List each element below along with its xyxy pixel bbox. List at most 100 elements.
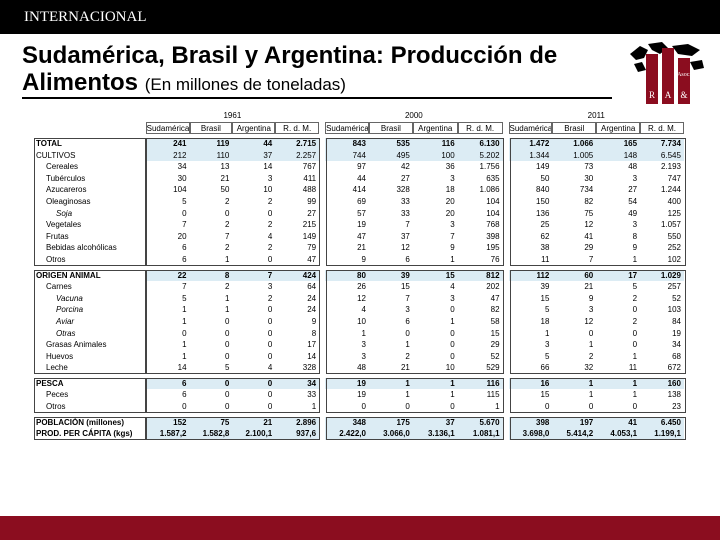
production-table: 1961 2000 2011 Sudamérica Brasil Argentina R. … [34,110,686,440]
row-label: Cereales [46,162,79,172]
top-bar-label: INTERNACIONAL [24,9,147,25]
table-cell: 25 [540,220,550,230]
logo-ampersand: & [680,90,687,100]
row-label: CULTIVOS [36,150,76,160]
row-label: Frutas [46,231,69,241]
table-section: PESCA 6 0 0 34 19 1 1 116 16 1 1 160 Peces 6 0 0 33 19 1 1 11… [34,377,684,413]
row-label: Otros [46,402,66,412]
table-cell: 252 [667,243,681,253]
table-cell: 36 [445,162,455,172]
table-cell: 21 [584,282,594,292]
table-cell: 37 [400,231,410,241]
table-cell: 104 [486,196,500,206]
table-cell: 27 [307,208,317,218]
table-section: ORIGEN ANIMAL 22 8 7 424 80 39 15 812 112 60 17 1.02… [34,269,684,374]
table-cell: 152 [145,416,190,429]
table-cell: 5.202 [457,149,503,162]
table-cell: 1 [405,390,410,400]
table-cell: 0 [632,305,638,315]
table-cell: 8 [189,269,233,282]
table-cell: 54 [628,196,638,206]
table-cell: 0 [450,328,455,338]
row-label: TOTAL [36,139,62,148]
table-cell: 84 [672,316,681,326]
table-cell: 2 [588,351,594,361]
table-cell: 195 [486,243,500,253]
table-cell: 3 [450,173,455,183]
table-cell: 14 [307,351,317,361]
company-logo: R A & Asoc. [630,42,704,104]
table-cell: 1 [182,305,187,315]
table-cell: 10 [357,316,366,326]
table-cell: 15 [540,390,550,400]
table-cell: 7 [405,220,410,230]
row-label: PESCA [36,378,64,388]
table-cell: 33 [400,208,410,218]
table-cell: 2 [267,220,273,230]
table-cell: 26 [357,282,366,292]
table-cell: 6.545 [640,149,684,162]
logo-letter-a: A [665,90,672,100]
table-cell: 1 [450,390,455,400]
table-cell: 0 [224,328,230,338]
table-cell: 3.698,0 [508,428,553,440]
table-cell: 10 [263,185,273,195]
table-cell: 64 [307,282,317,292]
table-cell: 18 [540,316,550,326]
table-cell: 0 [267,351,273,361]
table-cell: 400 [667,196,681,206]
table-row: Azucareros 104 50 10 488 414 328 18 1.086 840 734 2… [34,184,684,196]
table-cell: 328 [396,185,410,195]
table-cell: 34 [177,162,187,172]
column-header: Brasil [368,122,413,134]
table-cell: 0 [267,254,273,264]
table-cell: 1.244 [660,185,681,195]
table-cell: 21 [232,416,276,429]
table-cell: 3 [267,282,273,292]
table-cell: 529 [486,363,500,373]
table-cell: 1.756 [479,162,500,172]
table-cell: 1.057 [660,220,681,230]
table-row: ORIGEN ANIMAL 22 8 7 424 80 39 15 812 112 60 17 1.02… [34,269,684,282]
table-cell: 1 [405,340,410,350]
table-cell: 75 [584,208,594,218]
table-cell: 3 [450,220,455,230]
table-cell: 1 [495,402,500,412]
table-cell: 160 [640,377,684,390]
table-cell: 75 [189,416,233,429]
table-cell: 9 [632,243,638,253]
table-cell: 110 [189,149,233,162]
page-title: Sudamérica, Brasil y Argentina: Producci… [22,42,622,98]
table-cell: 1 [450,316,455,326]
table-cell: 112 [508,269,553,282]
row-label: Otros [46,254,66,264]
table-cell: 197 [552,416,597,429]
table-cell: 136 [536,208,550,218]
table-cell: 30 [177,173,187,183]
table-cell: 29 [490,340,500,350]
table-cell: 5 [182,196,187,206]
table-cell: 0 [450,340,455,350]
table-cell: 1 [632,390,638,400]
table-cell: 257 [667,282,681,292]
table-row: Peces 6 0 0 33 19 1 1 115 15 1 1 138 [34,389,684,401]
table-cell: 0 [632,340,638,350]
row-label: Grasas Animales [46,340,107,350]
table-cell: 1.344 [508,149,553,162]
table-cell: 52 [490,351,500,361]
table-cell: 2 [224,220,230,230]
row-label: Oleaginosas [46,196,91,206]
table-cell: 1.081,1 [457,428,503,440]
year-header-row: 1961 2000 2011 [34,110,684,122]
table-cell: 8 [311,328,317,338]
table-cell: 2 [224,282,230,292]
table-cell: 1 [182,351,187,361]
table-cell: 165 [596,138,641,150]
table-row: Otras 0 0 0 8 1 0 0 15 1 0 0 19 [34,328,684,340]
table-row: Cereales 34 13 14 767 97 42 36 1.756 149 73 48 2.193 [34,161,684,173]
bottom-bar [0,516,720,540]
table-cell: 768 [486,220,500,230]
table-cell: 12 [584,220,594,230]
table-row: Bebidas alcohólicas 6 2 2 79 21 12 9 195 38 29 9 252 [34,242,684,254]
table-cell: 49 [628,208,638,218]
